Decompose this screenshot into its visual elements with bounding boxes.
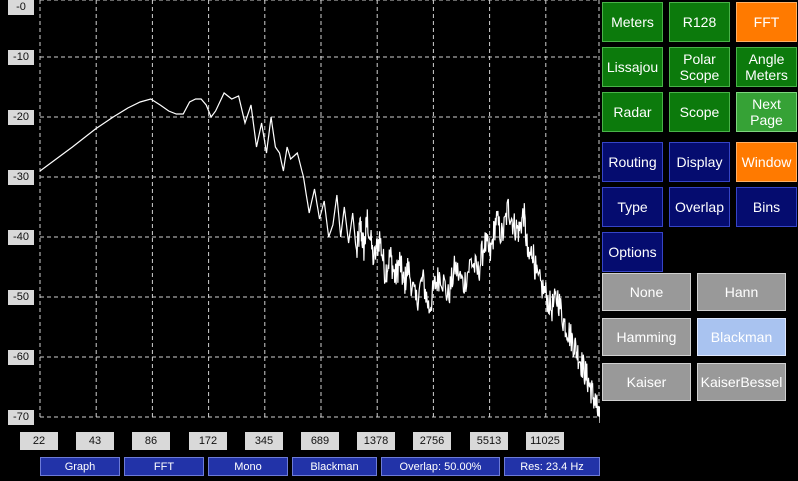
plot-grid [39,0,600,420]
lissajou-button[interactable]: Lissajou [602,47,663,87]
x-tick-label: 345 [245,432,283,450]
fft-plot [39,0,600,424]
status-fft: FFT [124,457,204,476]
next-page-button[interactable]: Next Page [736,92,797,132]
x-tick-label: 172 [189,432,227,450]
fft-button[interactable]: FFT [736,2,797,42]
y-tick-label: -60 [8,350,34,365]
status-window: Blackman [292,457,377,476]
meters-button[interactable]: Meters [602,2,663,42]
window-blackman-button[interactable]: Blackman [697,318,786,356]
x-tick-label: 689 [301,432,339,450]
display-button[interactable]: Display [669,142,730,182]
scope-button[interactable]: Scope [669,92,730,132]
overlap-button[interactable]: Overlap [669,187,730,227]
routing-button[interactable]: Routing [602,142,663,182]
window-none-button[interactable]: None [602,273,691,311]
window-kaiser-button[interactable]: Kaiser [602,363,691,401]
x-tick-label: 2756 [413,432,451,450]
y-tick-label: -30 [8,170,34,185]
r128-button[interactable]: R128 [669,2,730,42]
window-hamming-button[interactable]: Hamming [602,318,691,356]
y-tick-label: -20 [8,110,34,125]
y-tick-label: -0 [8,0,34,15]
y-tick-label: -10 [8,50,34,65]
window-hann-button[interactable]: Hann [697,273,786,311]
polar-scope-button[interactable]: Polar Scope [669,47,730,87]
status-graph: Graph [40,457,120,476]
spectrum-line [39,92,600,424]
x-tick-label: 43 [76,432,114,450]
type-button[interactable]: Type [602,187,663,227]
y-tick-label: -70 [8,410,34,425]
x-tick-label: 22 [20,432,58,450]
status-resolution: Res: 23.4 Hz [504,457,600,476]
x-tick-label: 1378 [357,432,395,450]
y-tick-label: -50 [8,290,34,305]
x-tick-label: 5513 [470,432,508,450]
bins-button[interactable]: Bins [736,187,797,227]
status-mono: Mono [208,457,288,476]
options-button[interactable]: Options [602,232,663,272]
window-kaiserbessel-button[interactable]: KaiserBessel [697,363,786,401]
y-tick-label: -40 [8,230,34,245]
x-tick-label: 86 [132,432,170,450]
angle-meters-button[interactable]: Angle Meters [736,47,797,87]
radar-button[interactable]: Radar [602,92,663,132]
window-button[interactable]: Window [736,142,797,182]
status-overlap: Overlap: 50.00% [381,457,500,476]
x-tick-label: 11025 [526,432,564,450]
